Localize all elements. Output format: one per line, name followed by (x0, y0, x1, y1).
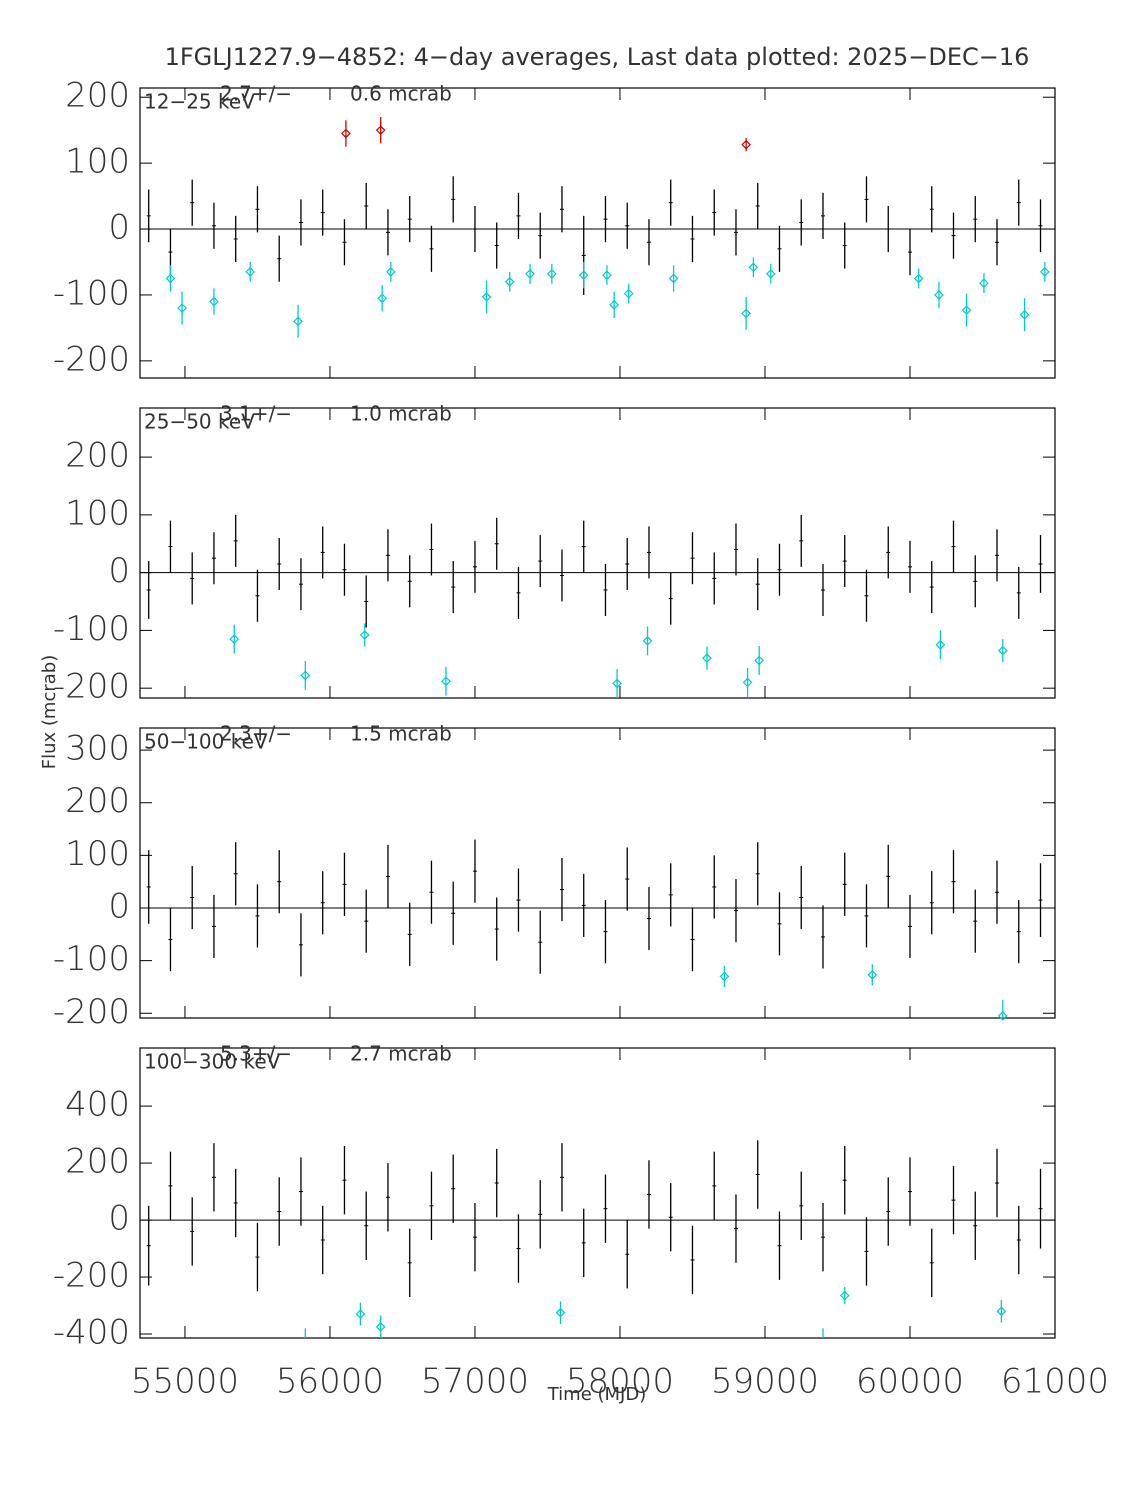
mean-label: 2.3+/− (220, 722, 292, 746)
data-point (377, 293, 388, 304)
y-tick-label: -400 (53, 1313, 130, 1353)
data-point (741, 308, 751, 319)
y-tick-label: 100 (65, 493, 130, 533)
data-point (935, 640, 946, 650)
band-label: 50−100 keV (144, 730, 268, 754)
band-label: 12−25 keV (144, 90, 255, 114)
data-point (668, 273, 679, 284)
data-point (165, 273, 176, 284)
y-tick-label: -200 (53, 992, 130, 1032)
data-point (839, 1290, 850, 1301)
data-point (375, 125, 386, 136)
mean-label: 3.1+/− (220, 402, 292, 426)
band-label: 100−300 keV (144, 1050, 281, 1074)
band-label: 25−50 keV (144, 410, 255, 434)
data-point (623, 288, 634, 299)
x-tick-label: 57000 (421, 1362, 529, 1402)
data-point (504, 276, 515, 287)
y-tick-label: 200 (65, 76, 130, 116)
data-point (209, 296, 219, 307)
y-tick-label: 0 (108, 551, 130, 591)
mean-label: 5.3+/− (220, 1042, 292, 1066)
data-point (293, 316, 303, 327)
x-tick-label: 58000 (566, 1362, 674, 1402)
y-tick-label: 200 (65, 781, 130, 821)
data-point (979, 278, 989, 288)
mean-error-label: 1.5 mcrab (350, 722, 452, 746)
mean-error-label: 0.6 mcrab (350, 82, 452, 106)
data-point (1019, 309, 1030, 320)
y-axis-label: Flux (mcrab) (39, 655, 60, 769)
y-tick-label: 200 (65, 436, 130, 476)
y-tick-label: -100 (53, 609, 130, 649)
data-point (441, 676, 451, 687)
y-tick-label: 100 (65, 834, 130, 874)
data-point (997, 1011, 1008, 1021)
data-point (355, 1309, 366, 1319)
data-point (602, 270, 612, 281)
data-point (229, 634, 240, 644)
x-tick-label: 59000 (711, 1362, 819, 1402)
x-tick-label: 56000 (276, 1362, 384, 1402)
mean-label: 2.7+/− (220, 82, 292, 106)
data-point (546, 269, 557, 279)
y-tick-label: 400 (65, 1085, 130, 1125)
data-point (934, 290, 944, 300)
y-tick-label: 100 (65, 142, 130, 182)
data-point (300, 670, 311, 681)
data-point (961, 305, 972, 315)
data-point (578, 270, 589, 281)
data-point (642, 635, 653, 646)
plot-frame (139, 87, 1056, 379)
y-tick-label: -200 (53, 1256, 130, 1296)
x-axis-label: Time (MJD) (547, 1384, 647, 1405)
y-tick-label: -100 (53, 273, 130, 313)
plot-frame (139, 1047, 1056, 1339)
x-tick-label: 61000 (1001, 1362, 1109, 1402)
data-point (555, 1307, 566, 1318)
data-point (386, 267, 396, 277)
mean-error-label: 2.7 mcrab (350, 1042, 452, 1066)
y-tick-label: -100 (53, 939, 130, 979)
data-point (742, 677, 753, 688)
y-tick-label: -200 (53, 339, 130, 379)
y-tick-label: 200 (65, 1142, 130, 1182)
data-point (245, 267, 256, 277)
x-tick-label: 55000 (131, 1362, 239, 1402)
data-point (341, 128, 351, 139)
data-point (996, 1306, 1007, 1317)
data-point (481, 292, 492, 302)
data-point (702, 653, 712, 663)
data-point (359, 630, 370, 640)
data-point (609, 299, 620, 310)
data-point (997, 645, 1008, 656)
x-tick-label: 60000 (856, 1362, 964, 1402)
chart-title: 1FGLJ1227.9−4852: 4−day averages, Last d… (165, 43, 1030, 71)
data-point (1040, 267, 1050, 277)
data-point (719, 971, 730, 982)
data-point (375, 1322, 386, 1332)
data-point (867, 969, 878, 980)
data-point (748, 262, 759, 273)
y-tick-label: 0 (108, 208, 130, 248)
data-point (177, 303, 187, 313)
data-point (754, 655, 765, 666)
data-point (612, 678, 622, 689)
data-point (913, 273, 924, 284)
y-tick-label: 300 (65, 729, 130, 769)
y-tick-label: -200 (53, 667, 130, 707)
data-point (741, 139, 751, 150)
data-point (525, 269, 535, 279)
data-point (765, 269, 776, 279)
plot-frame (139, 407, 1056, 699)
mean-error-label: 1.0 mcrab (350, 402, 452, 426)
plot-frame (139, 727, 1056, 1019)
y-tick-label: 0 (108, 887, 130, 927)
y-tick-label: 0 (108, 1199, 130, 1239)
